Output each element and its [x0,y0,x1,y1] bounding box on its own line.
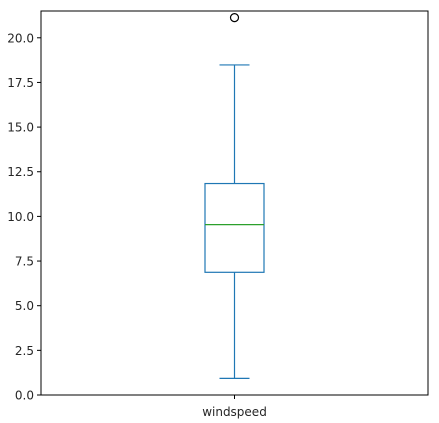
iqr-box [204,182,265,273]
y-tick-label: 15.0 [7,121,34,135]
y-tick-label: 0.0 [15,389,34,403]
y-tick-label: 7.5 [15,255,34,269]
y-tick-label: 12.5 [7,165,34,179]
y-tick-label: 5.0 [15,299,34,313]
x-tick-label: windspeed [202,405,267,419]
y-tick-label: 2.5 [15,344,34,358]
y-tick-label: 10.0 [7,210,34,224]
axes: windspeed 0.0 2.5 5.0 7.5 10.0 12.5 15.0 17.5 20.… [7,10,429,419]
y-tick-label: 20.0 [7,31,34,45]
plot-marks [204,13,265,379]
outlier-point [229,13,240,23]
plot-frame [40,10,429,396]
y-tick-label: 17.5 [7,76,34,90]
